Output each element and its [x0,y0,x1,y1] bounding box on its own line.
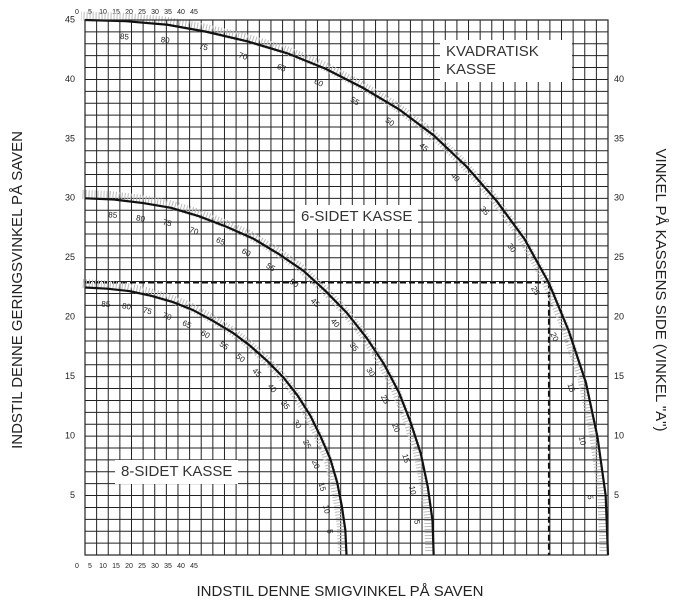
scale-key-label: 20 [125,563,133,570]
scale-key-label: 10 [99,563,107,570]
angle-label: 45 [250,366,263,379]
scale-key-label: 10 [99,9,107,16]
angle-label: 80 [135,213,146,223]
y2-tick-label: 25 [614,252,624,262]
angle-label: 5 [325,529,334,535]
scale-key-label: 40 [177,563,185,570]
scale-key-label: 5 [88,563,92,570]
angle-label: 40 [329,317,342,330]
angle-label: 30 [291,418,304,431]
angle-label: 80 [160,35,171,45]
angle-label: 20 [390,422,402,434]
y-tick-label: 20 [65,312,75,322]
scale-key-label: 15 [112,563,120,570]
scale-key-label: 0 [75,9,79,16]
angle-label: 20 [548,331,560,343]
angle-label: 85 [108,210,118,220]
scale-key-label: 35 [164,9,172,16]
angle-label: 25 [379,393,391,406]
angle-label: 45 [417,141,430,154]
angle-label: 70 [237,51,249,62]
y-tick-label: 25 [65,252,75,262]
angle-label: 5 [585,495,595,501]
angle-label: 5 [412,519,421,525]
scale-key-label: 45 [190,9,198,16]
angle-label: 75 [142,305,153,316]
angle-label: 70 [161,311,173,323]
y2-tick-label: 40 [614,74,624,84]
angle-label: 30 [505,242,518,255]
angle-label: 10 [407,485,418,496]
y-tick-label: 15 [65,371,75,381]
angle-label: 85 [120,32,130,42]
plot-frame [84,19,609,556]
angle-label: 25 [529,285,542,298]
angle-label: 15 [317,481,328,493]
angle-label: 55 [349,95,362,108]
angle-label: 40 [449,171,462,184]
y2-tick-label: 20 [614,312,624,322]
scale-key-label: 15 [112,9,120,16]
curve-label: 8-SIDET KASSE [115,460,239,484]
y2-axis-label: VINKEL PÅ KASSENS SIDE (VINKEL "A") [652,149,669,432]
hatch [80,189,435,552]
y2-tick-label: 15 [614,371,624,381]
y-tick-label: 35 [65,133,75,143]
y-tick-label: 45 [65,14,75,24]
scale-key-label: 20 [125,9,133,16]
angle-label: 10 [321,504,332,515]
curve [84,18,610,556]
hatch [80,11,609,552]
y2-tick-label: 35 [614,133,624,143]
angle-label: 15 [565,382,577,394]
x-axis-label: INDSTIL DENNE SMIGVINKEL PÅ SAVEN [196,583,483,600]
scale-key-label: 25 [138,9,146,16]
curve [84,286,348,556]
y2-tick-label: 30 [614,193,624,203]
scale-key-label: 45 [190,563,198,570]
angle-label: 45 [309,296,322,309]
scale-key-label: 40 [177,9,185,16]
scale-key-label: 0 [75,563,79,570]
y-tick-label: 30 [65,193,75,203]
y2-tick-label: 5 [614,490,619,500]
angle-label: 70 [188,225,200,237]
angle-label: 60 [240,246,253,258]
angle-label: 20 [310,459,322,471]
angle-label: 50 [288,277,301,290]
angle-label: 75 [162,218,173,229]
angle-label: 65 [276,62,288,74]
angle-label: 15 [400,453,411,465]
curve [84,197,435,556]
angle-label: 40 [266,382,279,395]
y-axis-label: INDSTIL DENNE GERINGSVINKEL PÅ SAVEN [9,131,26,449]
curve-label: KVADRATISK KASSE [440,40,572,82]
scale-key-label: 35 [164,563,172,570]
y2-tick-label: 10 [614,430,624,440]
y-tick-label: 10 [65,430,75,440]
angle-label: 55 [264,261,277,274]
scale-key-label: 25 [138,563,146,570]
y-tick-label: 5 [70,490,75,500]
scale-key-label: 30 [151,563,159,570]
angle-label: 35 [348,341,361,354]
angle-label: 60 [313,77,325,89]
angle-label: 85 [101,299,111,309]
angle-label: 65 [181,318,193,330]
y-tick-label: 40 [65,74,75,84]
angle-label: 10 [577,435,588,446]
angle-label: 75 [198,42,209,53]
angle-label: 80 [121,301,132,311]
angle-label: 25 [301,438,313,450]
angle-label: 65 [215,235,227,247]
scale-key-label: 30 [151,9,159,16]
curve-label: 6-SIDET KASSE [295,205,419,229]
